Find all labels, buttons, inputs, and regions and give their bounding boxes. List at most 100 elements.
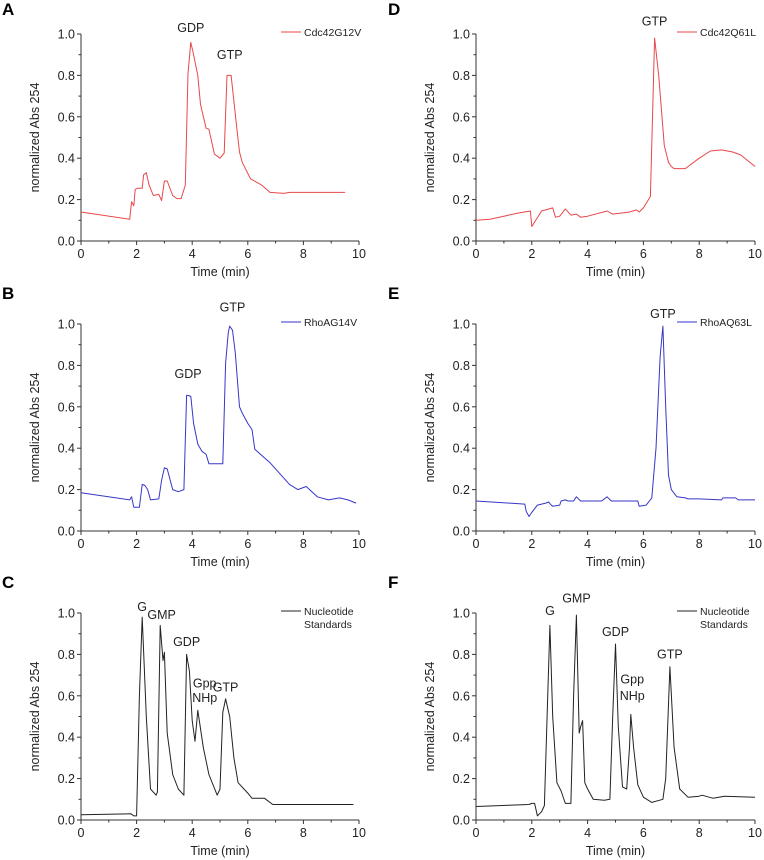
y-axis-title: normalized Abs 254 — [423, 662, 437, 772]
legend-label: Standards — [700, 619, 748, 631]
legend-label: Standards — [304, 619, 352, 631]
panel-f: F 0 2 4 6 8 10 0.0 0.2 0.4 0.6 0.8 1.0 Time (min) norm… — [388, 573, 762, 858]
x-tick-label: 10 — [352, 247, 366, 261]
y-tick-label: 1.0 — [453, 28, 470, 42]
y-tick-label: 0.2 — [453, 483, 470, 497]
y-tick-label: 0.6 — [453, 110, 470, 124]
legend-label: Nucleotide — [304, 606, 354, 618]
x-tick-label: 8 — [300, 826, 307, 840]
x-tick-label: 8 — [696, 537, 703, 551]
x-tick-label: 8 — [696, 826, 703, 840]
x-tick-label: 2 — [133, 826, 140, 840]
x-tick-label: 4 — [189, 247, 196, 261]
panel-b: B 0 2 4 6 8 10 0.0 0.2 0.4 0.6 0.8 1.0 Time (min) norm… — [2, 284, 366, 569]
y-axis-title: normalized Abs 254 — [28, 662, 42, 772]
y-tick-label: 0.4 — [453, 731, 470, 745]
y-tick-label: 0.6 — [453, 400, 470, 414]
peak-annotation: GTP — [657, 648, 683, 662]
x-tick-label: 8 — [300, 247, 307, 261]
peak-annotation: GTP — [217, 48, 243, 62]
peak-annotation: NHp — [620, 689, 645, 703]
x-axis-title: Time (min) — [586, 265, 645, 279]
y-tick-label: 0.4 — [58, 442, 75, 456]
y-tick-label: 0.6 — [58, 689, 75, 703]
panel-d: D 0 2 4 6 8 10 0.0 0.2 0.4 0.6 0.8 1.0 Time (min) norm… — [388, 0, 762, 279]
panel-e: E 0 2 4 6 8 10 0.0 0.2 0.4 0.6 0.8 1.0 Time (min) norm… — [388, 284, 762, 569]
peak-annotation: GTP — [650, 307, 676, 321]
series-line — [475, 325, 755, 517]
peak-annotation: G — [545, 604, 555, 618]
y-tick-label: 0.0 — [58, 814, 75, 828]
y-tick-label: 0.8 — [453, 648, 470, 662]
x-tick-label: 6 — [640, 247, 647, 261]
x-tick-label: 10 — [352, 826, 366, 840]
legend-label: RhoAG14V — [304, 317, 357, 329]
y-tick-label: 0.6 — [58, 400, 75, 414]
y-tick-label: 0.8 — [58, 69, 75, 83]
x-tick-label: 0 — [473, 537, 480, 551]
y-tick-label: 0.8 — [58, 359, 75, 373]
y-axis-title: normalized Abs 254 — [28, 373, 42, 483]
y-tick-label: 1.0 — [58, 28, 75, 42]
y-tick-label: 0.8 — [453, 69, 470, 83]
y-axis-title: normalized Abs 254 — [28, 83, 42, 193]
x-tick-label: 4 — [189, 537, 196, 551]
x-axis-title: Time (min) — [586, 844, 645, 858]
x-tick-label: 4 — [189, 826, 196, 840]
x-axis-title: Time (min) — [190, 844, 249, 858]
peak-annotation: G — [137, 600, 147, 614]
y-axis-title: normalized Abs 254 — [423, 373, 437, 483]
y-tick-label: 0.2 — [453, 193, 470, 207]
y-tick-label: 0.6 — [453, 689, 470, 703]
panel-letter: A — [2, 0, 14, 19]
x-tick-label: 6 — [244, 247, 251, 261]
x-tick-label: 2 — [133, 247, 140, 261]
peak-annotation: GDP — [174, 367, 201, 381]
peak-annotation: GDP — [177, 21, 204, 35]
y-tick-label: 0.8 — [58, 648, 75, 662]
x-tick-label: 10 — [748, 247, 762, 261]
peak-annotation: GDP — [602, 625, 629, 639]
x-tick-label: 6 — [244, 537, 251, 551]
panel-a: A 0 2 4 6 8 10 0.0 0.2 0.4 0.6 0.8 1.0 Time (min) norm… — [2, 0, 366, 279]
y-tick-label: 1.0 — [58, 607, 75, 621]
x-tick-label: 0 — [473, 247, 480, 261]
peak-annotation: NHp — [192, 691, 217, 705]
x-tick-label: 10 — [352, 537, 366, 551]
peak-annotation: Gpp — [620, 672, 644, 686]
panel-c: C 0 2 4 6 8 10 0.0 0.2 0.4 0.6 0.8 1.0 Time (min) norm… — [2, 573, 366, 858]
x-axis-title: Time (min) — [190, 265, 249, 279]
peak-annotation: GTP — [220, 301, 246, 315]
y-tick-label: 0.4 — [453, 442, 470, 456]
x-tick-label: 2 — [528, 247, 535, 261]
y-axis-title: normalized Abs 254 — [423, 83, 437, 193]
panel-letter: F — [388, 573, 398, 592]
x-tick-label: 6 — [640, 537, 647, 551]
series-line — [475, 614, 756, 817]
y-tick-label: 0.0 — [453, 814, 470, 828]
y-tick-label: 0.4 — [453, 152, 470, 166]
x-axis-title: Time (min) — [586, 555, 645, 569]
x-tick-label: 10 — [748, 826, 762, 840]
y-tick-label: 0.2 — [58, 193, 75, 207]
peak-annotation: Gpp — [193, 677, 217, 691]
peak-annotation: GMP — [147, 608, 175, 622]
x-tick-label: 2 — [133, 537, 140, 551]
series-line — [80, 41, 346, 220]
x-tick-label: 4 — [584, 537, 591, 551]
peak-annotation: GDP — [173, 635, 200, 649]
peak-annotation: GTP — [213, 681, 239, 695]
x-tick-label: 0 — [78, 826, 85, 840]
legend-label: Cdc42Q61L — [700, 27, 756, 39]
x-tick-label: 8 — [696, 247, 703, 261]
peak-annotation: GTP — [642, 15, 668, 29]
x-tick-label: 6 — [244, 826, 251, 840]
peak-annotation: GMP — [562, 592, 590, 606]
x-axis-title: Time (min) — [190, 555, 249, 569]
y-tick-label: 0.8 — [453, 359, 470, 373]
legend-label: Cdc42G12V — [304, 27, 361, 39]
panel-letter: D — [388, 0, 400, 19]
legend-label: RhoAQ63L — [700, 317, 752, 329]
series-line — [475, 37, 756, 227]
